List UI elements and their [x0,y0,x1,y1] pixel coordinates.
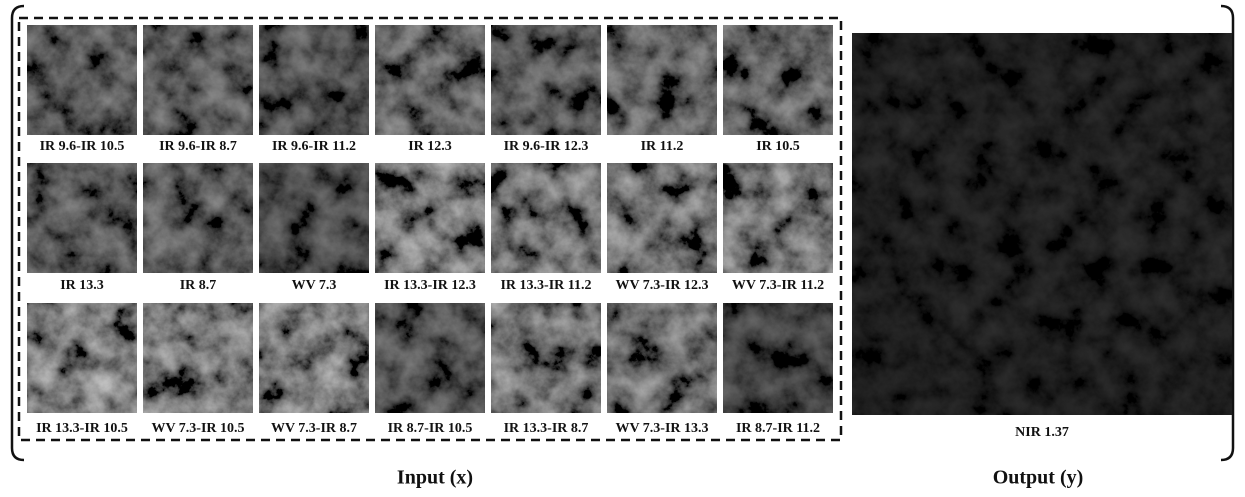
input-image-shade [259,303,369,413]
input-label: WV 7.3-IR 11.2 [732,278,824,293]
input-image-shade [607,25,717,135]
output-label: NIR 1.37 [1015,425,1069,440]
input-label: IR 8.7 [180,278,217,293]
input-image-shade [723,163,833,273]
input-image-shade [375,303,485,413]
output-shade [852,33,1232,415]
input-image-shade [259,163,369,273]
input-label: WV 7.3-IR 8.7 [271,421,357,436]
input-caption: Input (x) [397,467,473,489]
input-label: IR 9.6-IR 12.3 [504,139,589,154]
figure: NIR 1.37 Input (x) Output (y) IR 9.6-IR … [0,0,1245,497]
input-label: IR 12.3 [408,139,452,154]
input-image-shade [491,163,601,273]
input-label: IR 9.6-IR 8.7 [159,139,237,154]
input-image-shade [27,303,137,413]
input-label: IR 8.7-IR 10.5 [388,421,473,436]
input-label: WV 7.3-IR 13.3 [615,421,708,436]
input-label: IR 9.6-IR 11.2 [272,139,356,154]
input-label: WV 7.3-IR 12.3 [615,278,708,293]
input-image-shade [491,25,601,135]
input-image-shade [607,303,717,413]
input-image-shade [723,25,833,135]
input-image-shade [375,25,485,135]
input-image-shade [375,163,485,273]
input-label: WV 7.3 [292,278,337,293]
input-label: IR 10.5 [756,139,800,154]
input-label: IR 13.3-IR 8.7 [504,421,589,436]
input-image-shade [607,163,717,273]
output-image [852,33,1232,415]
input-label: IR 13.3-IR 11.2 [500,278,591,293]
input-image-shade [143,25,253,135]
output-caption: Output (y) [993,467,1084,489]
input-label: IR 9.6-IR 10.5 [40,139,125,154]
input-image-shade [491,303,601,413]
input-image-shade [259,25,369,135]
input-label: WV 7.3-IR 10.5 [151,421,244,436]
input-image-shade [27,25,137,135]
input-label: IR 13.3 [60,278,104,293]
input-label: IR 13.3-IR 12.3 [384,278,476,293]
input-label: IR 13.3-IR 10.5 [36,421,128,436]
input-image-shade [723,303,833,413]
input-label: IR 11.2 [641,139,684,154]
input-image-shade [27,163,137,273]
input-image-shade [143,163,253,273]
input-label: IR 8.7-IR 11.2 [736,421,820,436]
input-image-shade [143,303,253,413]
